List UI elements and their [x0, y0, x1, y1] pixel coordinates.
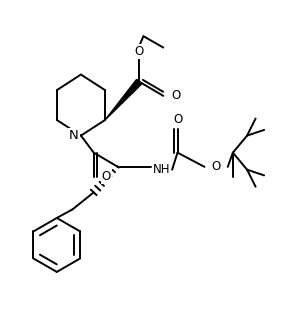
Text: O: O	[211, 160, 220, 173]
Text: O: O	[135, 45, 144, 58]
Text: O: O	[172, 89, 181, 102]
Text: NH: NH	[153, 163, 170, 176]
Polygon shape	[105, 79, 142, 120]
Text: O: O	[173, 113, 182, 127]
Text: N: N	[69, 129, 79, 142]
Text: O: O	[102, 170, 111, 183]
